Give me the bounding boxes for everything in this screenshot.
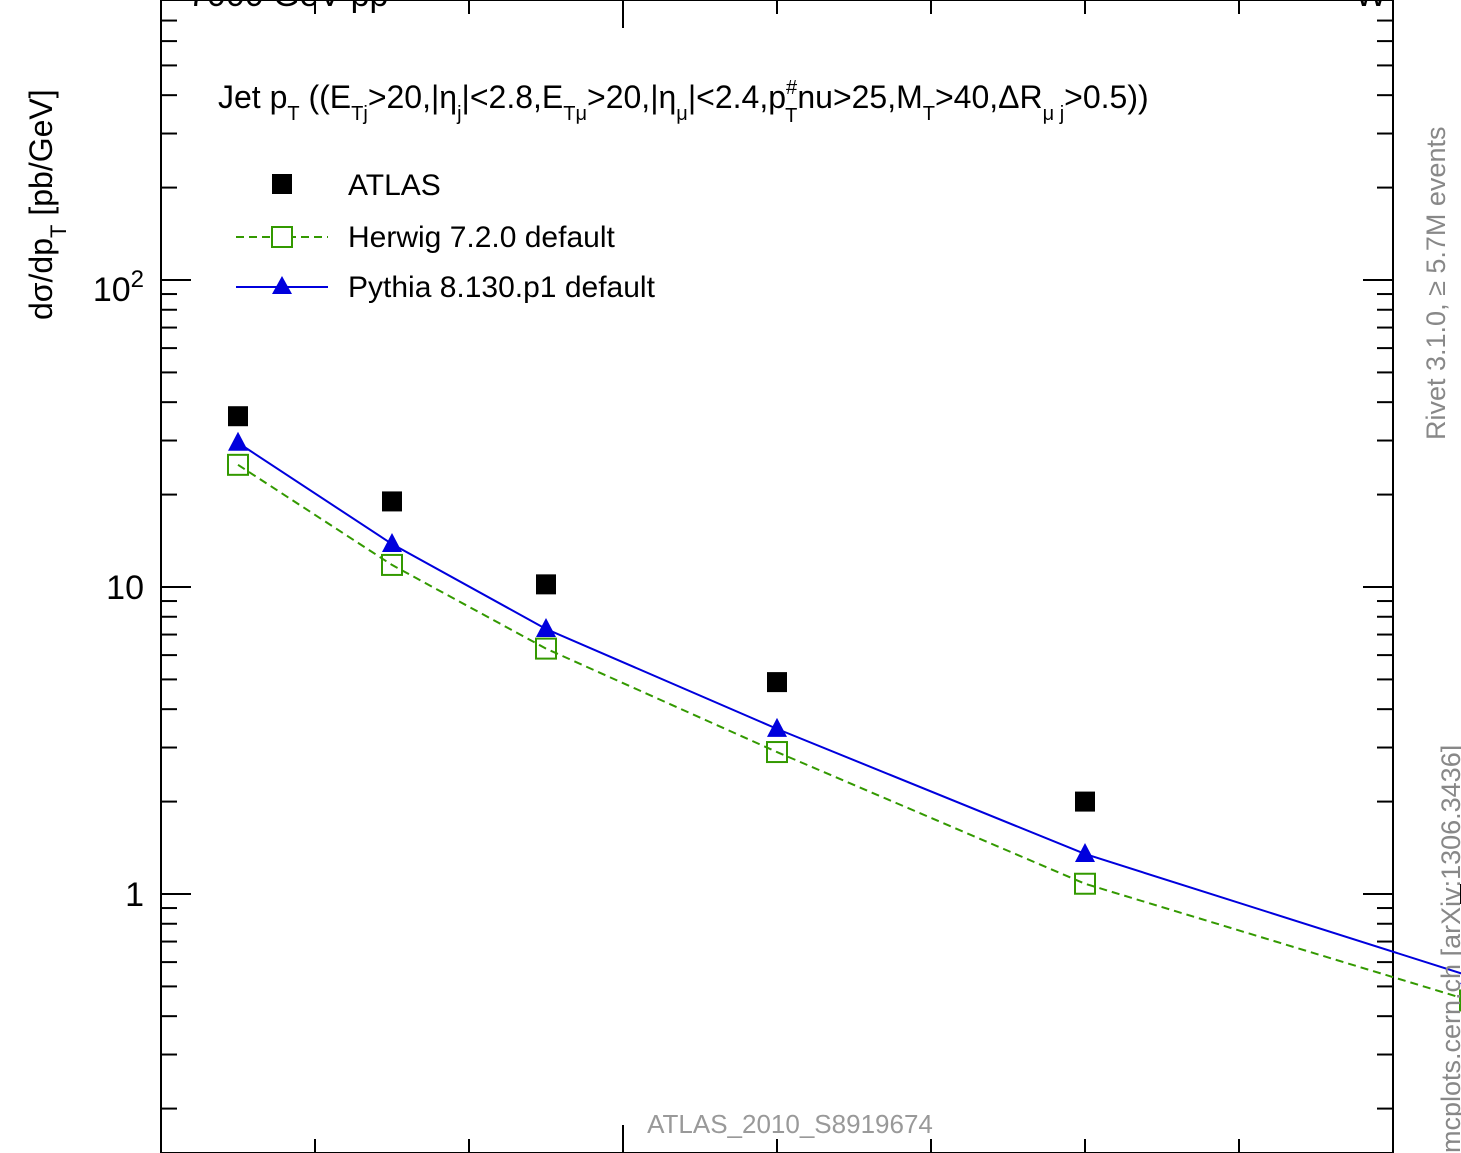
mcplots-info-text: mcplots.cern.ch [arXiv:1306.3436] <box>1436 745 1461 1153</box>
y-tick-label-10: 10 <box>106 569 144 607</box>
data-point-atlas <box>1075 791 1095 812</box>
data-point-atlas <box>536 574 556 595</box>
plot-frame <box>160 0 1394 1153</box>
data-point-pythia <box>767 717 787 737</box>
rivet-info-text: Rivet 3.1.0, ≥ 5.7M events <box>1421 127 1451 440</box>
data-point-herwig <box>1074 872 1096 895</box>
chart-title: Jet pT ((ETj>20,|ηj|<2.8,ETμ>20,|ημ|<2.4… <box>218 77 1149 127</box>
data-point-herwig <box>535 637 557 660</box>
y-axis-label: dσ/dpT [pb/GeV] <box>23 89 71 320</box>
data-point-herwig <box>381 553 403 576</box>
legend-marker-atlas <box>272 174 292 194</box>
data-point-herwig <box>227 453 249 476</box>
data-point-pythia <box>228 431 248 451</box>
legend-label-pythia: Pythia 8.130.p1 default <box>348 271 656 304</box>
data-point-pythia <box>536 617 556 637</box>
legend-marker-pythia <box>272 276 292 294</box>
axis-ticks <box>160 0 1394 1153</box>
data-point-atlas <box>767 672 787 693</box>
y-tick-label-100: 102 <box>93 266 144 309</box>
data-point-atlas <box>228 406 248 427</box>
legend-label-herwig: Herwig 7.2.0 default <box>348 221 615 254</box>
data-series <box>227 406 1461 1012</box>
data-point-pythia <box>382 533 402 553</box>
header-left: 7000 GeV pp <box>188 0 388 14</box>
data-point-herwig <box>766 741 788 764</box>
data-point-pythia <box>1075 842 1095 862</box>
analysis-watermark: ATLAS_2010_S8919674 <box>647 1109 933 1139</box>
header-right: W <box>1355 0 1387 14</box>
series-line-2 <box>237 441 1461 975</box>
series-line-1 <box>237 463 1461 999</box>
y-tick-label-1: 1 <box>125 876 144 914</box>
legend-marker-herwig <box>271 226 293 248</box>
legend: ATLAS Herwig 7.2.0 default Pythia 8.130.… <box>236 169 656 304</box>
data-point-herwig <box>1459 989 1461 1012</box>
data-point-atlas <box>382 491 402 512</box>
legend-label-atlas: ATLAS <box>348 169 441 202</box>
